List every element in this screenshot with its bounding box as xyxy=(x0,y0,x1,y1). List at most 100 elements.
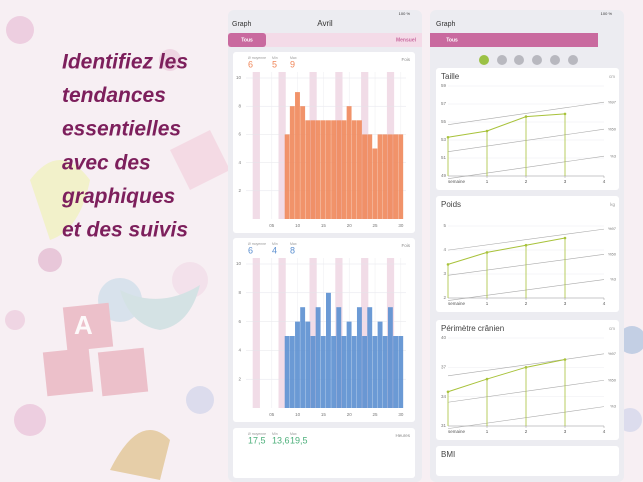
stat-label: Min xyxy=(272,56,278,60)
bar xyxy=(362,134,368,219)
y-tick-label: 55 xyxy=(441,119,447,124)
right-filter-icons xyxy=(479,55,578,65)
y-tick-label: 31 xyxy=(441,423,447,428)
y-tick-label: 51 xyxy=(441,155,447,160)
headline-line: et des suivis xyxy=(62,219,188,242)
x-tick-label: 1 xyxy=(486,301,489,306)
bar xyxy=(289,336,295,408)
y-tick-label: 8 xyxy=(238,290,241,295)
bar xyxy=(336,120,342,219)
right-tab-bar xyxy=(430,33,598,47)
bar xyxy=(346,106,352,219)
month: Avril xyxy=(317,19,333,28)
chart-card xyxy=(233,428,415,478)
y-tick-label: 10 xyxy=(236,261,242,266)
x-tick-label: 15 xyxy=(321,223,327,228)
y-tick-label: 3 xyxy=(443,271,446,276)
bar xyxy=(382,336,388,408)
y-tick-label: 5 xyxy=(443,223,446,228)
bar xyxy=(382,134,388,219)
percentile-label: %50 xyxy=(608,377,617,382)
point xyxy=(563,358,567,361)
point xyxy=(524,366,528,369)
x-tick-label: 4 xyxy=(603,301,606,306)
x-tick-label: 1 xyxy=(486,429,489,434)
point xyxy=(446,263,450,266)
x-tick-label: 3 xyxy=(564,301,567,306)
stat-value: 6 xyxy=(248,59,253,69)
tab: Tous xyxy=(446,37,458,43)
percentile-curve xyxy=(447,101,605,125)
percentile-label: %3 xyxy=(610,404,617,409)
unit: cm xyxy=(609,326,615,331)
percentile-label: %97 xyxy=(608,351,617,356)
bar xyxy=(284,336,290,408)
x-tick-label: 2 xyxy=(525,301,528,306)
bar xyxy=(393,134,398,219)
bar xyxy=(398,134,404,219)
x-axis-label: semaine xyxy=(448,429,466,434)
y-tick-label: 4 xyxy=(238,160,241,165)
stat-value: 5 xyxy=(272,59,277,69)
screen-title: Graph xyxy=(232,21,252,28)
y-tick-label: 34 xyxy=(441,394,447,399)
headline-line: Identifiez les xyxy=(62,51,188,74)
x-tick-label: 1 xyxy=(486,179,489,184)
y-tick-label: 4 xyxy=(443,247,446,252)
stat-value: 13,6 xyxy=(272,435,290,445)
stat-label: Ø moyenne xyxy=(248,56,266,60)
bar xyxy=(305,321,311,408)
chart-title: Périmètre crânien xyxy=(441,324,504,333)
weekend-band xyxy=(278,258,286,408)
bar xyxy=(393,336,398,408)
x-tick-label: 25 xyxy=(373,223,379,228)
x-tick-label: 3 xyxy=(564,179,567,184)
y-tick-label: 10 xyxy=(236,75,242,80)
bar xyxy=(315,120,321,219)
left-tab-active xyxy=(228,33,266,47)
bar xyxy=(351,336,357,408)
bar xyxy=(295,321,300,408)
point xyxy=(485,129,489,133)
x-tick-label: 05 xyxy=(269,412,275,417)
point xyxy=(485,377,489,381)
stat-value: 4 xyxy=(272,245,277,255)
point xyxy=(563,112,567,116)
y-tick-label: 37 xyxy=(441,365,447,370)
stat-label: Max xyxy=(290,432,297,436)
stat-label: Max xyxy=(290,56,297,60)
point xyxy=(485,251,489,254)
y-tick-label: 49 xyxy=(441,173,447,178)
decor-letter: A xyxy=(74,310,93,340)
x-axis-label: semaine xyxy=(448,179,466,184)
growth-line xyxy=(447,237,566,265)
chart-title: Taille xyxy=(441,72,460,81)
headline-line: essentielles xyxy=(62,118,181,141)
bar xyxy=(377,321,383,408)
tab: Mensuel xyxy=(396,37,417,43)
growth-line xyxy=(447,359,566,393)
bar xyxy=(341,120,347,219)
screen-title: Graph xyxy=(436,21,456,28)
y-tick-label: 57 xyxy=(441,101,447,106)
x-tick-label: 10 xyxy=(295,412,301,417)
point xyxy=(524,243,528,247)
point xyxy=(563,236,567,240)
y-tick-label: 2 xyxy=(443,295,446,300)
unit: Fois xyxy=(401,243,410,248)
bar xyxy=(295,92,300,219)
bar xyxy=(326,292,331,408)
percentile-label: %97 xyxy=(608,226,617,231)
tab: Tous xyxy=(241,37,253,43)
percentile-label: %50 xyxy=(608,126,617,131)
x-tick-label: 3 xyxy=(564,429,567,434)
x-tick-label: 4 xyxy=(603,429,606,434)
stat-label: Max xyxy=(290,242,297,246)
chart-card xyxy=(436,446,619,476)
percentile-label: %3 xyxy=(610,153,617,158)
status: 100 % xyxy=(399,11,411,16)
bar xyxy=(331,336,337,408)
stat-value: 8 xyxy=(290,245,295,255)
bar xyxy=(377,134,383,219)
